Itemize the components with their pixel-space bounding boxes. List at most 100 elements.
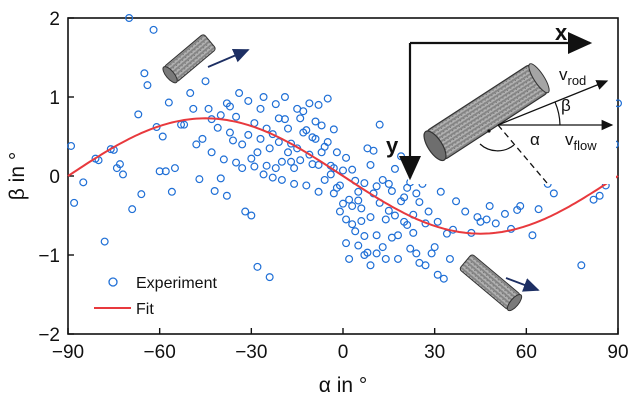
data-point — [332, 148, 341, 157]
y-tick-label: 1 — [49, 88, 60, 109]
data-point — [229, 136, 238, 145]
rod-illustration-bottom — [459, 254, 540, 312]
data-point — [216, 174, 225, 183]
inset-vrod-label: vrod — [559, 65, 586, 88]
legend-experiment-marker — [108, 277, 118, 287]
experiment-series — [67, 14, 622, 283]
data-point — [232, 158, 241, 167]
data-point — [433, 217, 442, 226]
data-point — [284, 124, 293, 133]
data-point — [439, 274, 448, 283]
x-tick-label: −60 — [144, 342, 176, 363]
data-point — [390, 164, 399, 173]
data-point — [342, 215, 351, 224]
x-tick-label: 0 — [338, 342, 349, 363]
data-point — [250, 162, 259, 171]
data-point — [161, 167, 170, 176]
data-point — [311, 117, 320, 126]
data-point — [170, 164, 179, 173]
data-point — [290, 179, 299, 188]
y-tick-label: −1 — [38, 246, 60, 267]
data-point — [354, 241, 363, 250]
data-point — [265, 273, 274, 282]
rod-bottom-velocity-arrow — [505, 277, 540, 292]
x-tick-label: 30 — [424, 342, 445, 363]
inset-alpha-label: α — [530, 130, 540, 149]
data-point — [253, 148, 262, 157]
data-point — [280, 115, 289, 124]
rod-top-velocity-arrow — [207, 49, 250, 68]
data-point — [329, 189, 338, 198]
data-point — [189, 104, 198, 113]
data-point — [314, 160, 323, 169]
data-point — [253, 262, 262, 271]
data-point — [381, 215, 390, 224]
data-point — [500, 209, 509, 218]
data-point — [317, 148, 326, 157]
data-point — [577, 261, 586, 270]
data-point — [308, 160, 317, 169]
data-point — [412, 189, 421, 198]
data-point — [118, 170, 127, 179]
data-point — [314, 100, 323, 109]
x-axis: −90 −60 −30 0 30 60 90 — [52, 328, 629, 363]
data-point — [329, 125, 338, 134]
inset-rod-axis-dashed — [497, 124, 548, 184]
data-point — [244, 96, 253, 105]
x-axis-title: α in ° — [319, 374, 368, 397]
data-point — [137, 190, 146, 199]
data-point — [213, 123, 222, 132]
data-point — [268, 173, 277, 182]
data-point — [271, 100, 280, 109]
data-point — [348, 220, 357, 229]
data-point — [381, 254, 390, 263]
data-point — [244, 130, 253, 139]
data-point — [339, 199, 348, 208]
data-point — [461, 207, 470, 216]
data-point — [326, 170, 335, 179]
data-point — [192, 140, 201, 149]
data-point — [366, 160, 375, 169]
data-point — [198, 134, 207, 143]
data-point — [256, 104, 265, 113]
data-point — [387, 233, 396, 242]
data-point — [421, 261, 430, 270]
data-point — [323, 138, 332, 147]
data-point — [232, 112, 241, 121]
data-point — [256, 134, 265, 143]
data-point — [360, 251, 369, 260]
data-point — [128, 205, 137, 214]
data-point — [534, 205, 543, 214]
data-point — [589, 195, 598, 204]
data-point — [342, 239, 351, 248]
data-point — [225, 102, 234, 111]
data-point — [436, 187, 445, 196]
data-point — [384, 206, 393, 215]
inset-diagram: x y vrod β vflow α — [386, 20, 616, 184]
y-tick-label: −2 — [38, 325, 60, 346]
data-point — [323, 94, 332, 103]
data-point — [302, 181, 311, 190]
data-point — [424, 207, 433, 216]
data-point — [125, 14, 134, 23]
data-point — [287, 139, 296, 148]
data-point — [345, 254, 354, 263]
data-point — [342, 153, 351, 162]
data-point — [387, 187, 396, 196]
data-point — [430, 243, 439, 252]
data-point — [445, 254, 454, 263]
data-point — [476, 217, 485, 226]
data-point — [164, 98, 173, 107]
data-point — [265, 144, 274, 153]
data-point — [302, 126, 311, 135]
data-point — [378, 175, 387, 184]
inset-vflow-sub: flow — [574, 138, 598, 153]
data-point — [384, 179, 393, 188]
data-point — [452, 197, 461, 206]
data-point — [549, 189, 558, 198]
data-point — [268, 130, 277, 139]
inset-alpha-arc — [479, 143, 515, 152]
data-point — [143, 81, 152, 90]
